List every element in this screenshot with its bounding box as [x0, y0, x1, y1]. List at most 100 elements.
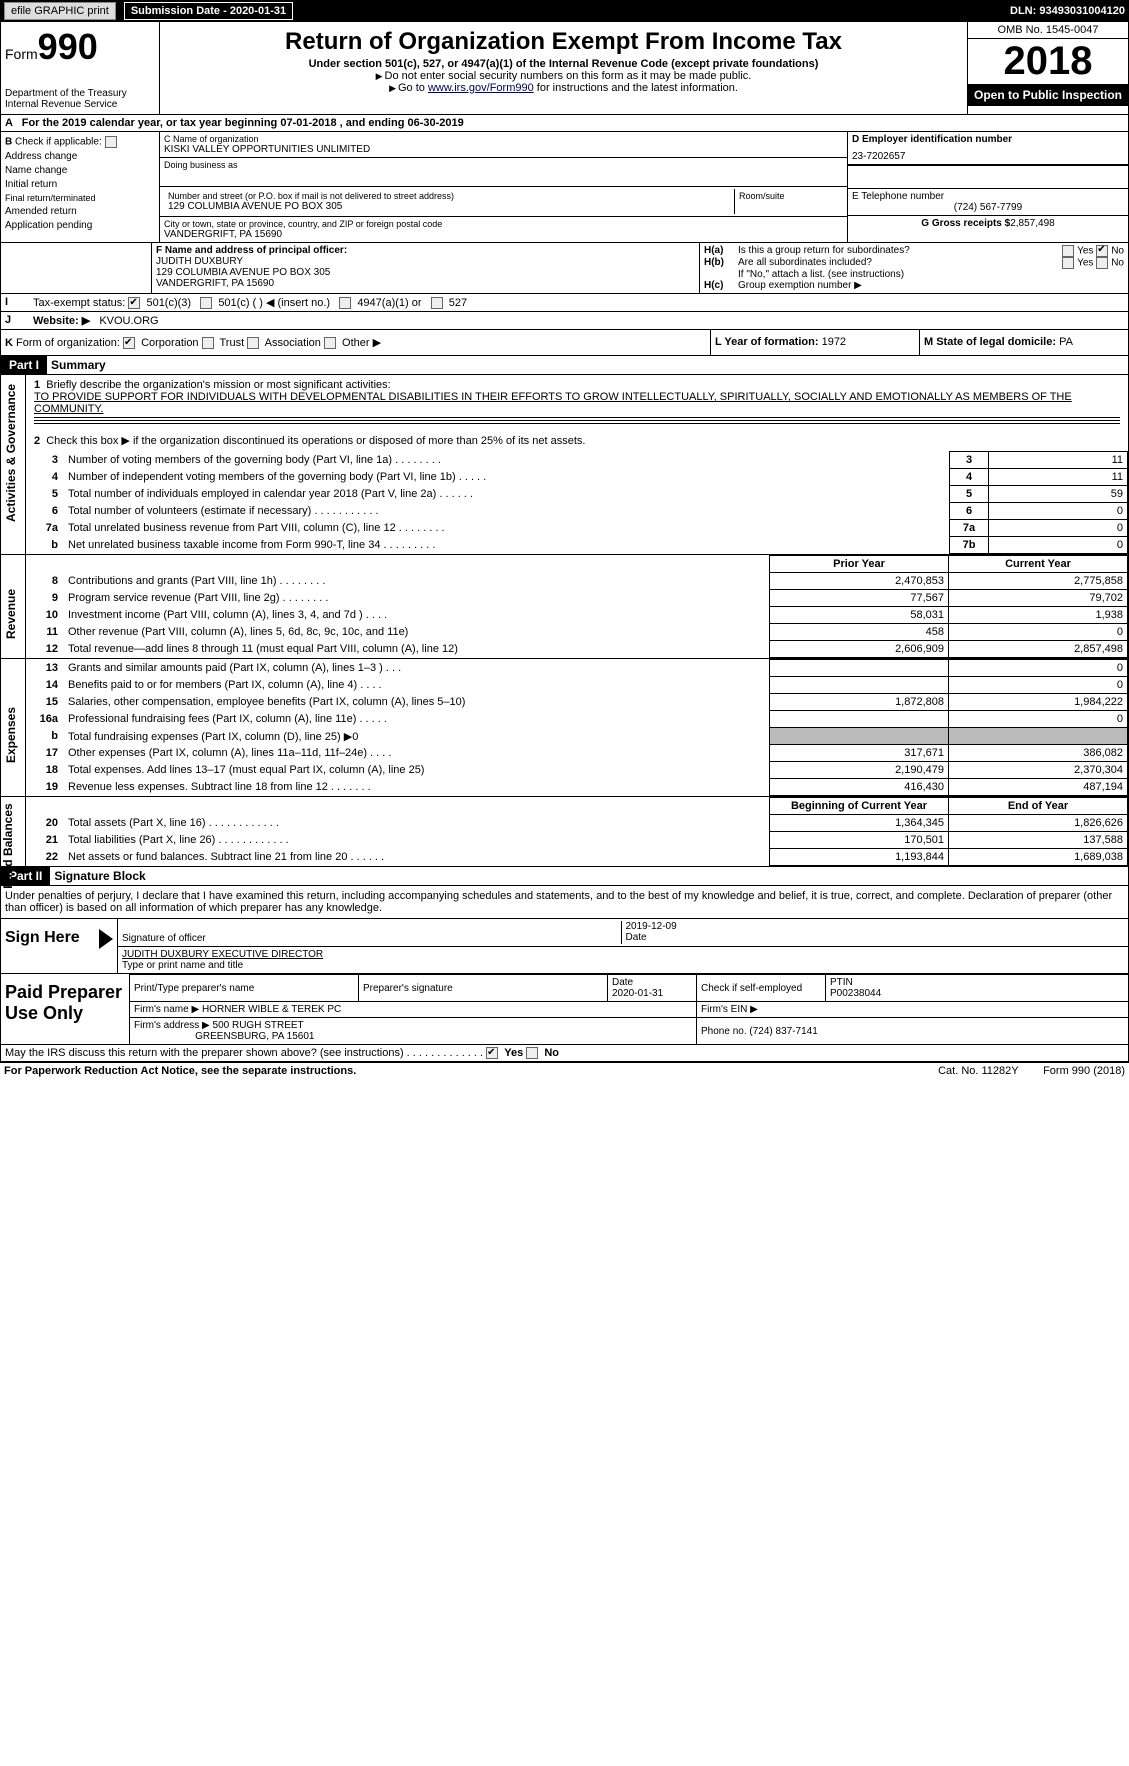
check-final: Final return/terminated: [5, 193, 155, 203]
hb-yes[interactable]: [1062, 257, 1074, 269]
org-name: KISKI VALLEY OPPORTUNITIES UNLIMITED: [164, 144, 843, 155]
expenses-section: Expenses 13Grants and similar amounts pa…: [0, 659, 1129, 797]
501c3-check[interactable]: [128, 297, 140, 309]
form-footer: Form 990 (2018): [1043, 1065, 1125, 1077]
assoc-check[interactable]: [247, 337, 259, 349]
check-initial: Initial return: [5, 179, 155, 190]
state-domicile: PA: [1059, 336, 1073, 348]
form-number: Form990: [5, 26, 155, 68]
website: KVOU.ORG: [99, 315, 158, 327]
city: VANDERGRIFT, PA 15690: [164, 229, 843, 240]
summary-table: 3Number of voting members of the governi…: [26, 451, 1128, 554]
other-check[interactable]: [324, 337, 336, 349]
section-bcd: B Check if applicable: Address change Na…: [0, 132, 1129, 243]
cat-no: Cat. No. 11282Y: [938, 1065, 1019, 1077]
trust-check[interactable]: [202, 337, 214, 349]
hb-q: Are all subordinates included?: [738, 257, 1062, 269]
sign-arrow-icon: [99, 929, 113, 949]
efile-button[interactable]: efile GRAPHIC print: [4, 2, 116, 20]
corp-check[interactable]: [123, 337, 135, 349]
check-address-change: Address change: [5, 151, 155, 162]
paid-preparer: Paid Preparer Use Only Print/Type prepar…: [0, 974, 1129, 1045]
ha-yes[interactable]: [1062, 245, 1074, 257]
firm-addr2: GREENSBURG, PA 15601: [195, 1031, 314, 1042]
part2-header: Part IISignature Block: [0, 867, 1129, 886]
signer-name: JUDITH DUXBURY EXECUTIVE DIRECTOR: [122, 949, 323, 960]
org-name-label: C Name of organization: [164, 134, 843, 144]
firm-addr1: 500 RUGH STREET: [213, 1020, 304, 1031]
footer: For Paperwork Reduction Act Notice, see …: [0, 1062, 1129, 1079]
line-j: J Website: ▶ KVOU.ORG: [0, 312, 1129, 330]
revenue-table: Prior YearCurrent Year 8Contributions an…: [26, 555, 1128, 658]
dept-treasury: Department of the Treasury Internal Reve…: [5, 88, 155, 110]
vtab-na: Net Assets or Fund Balances: [0, 796, 15, 896]
hb-note: If "No," attach a list. (see instruction…: [704, 269, 1124, 280]
sig-date: 2019-12-09: [626, 921, 677, 932]
check-amended: Amended return: [5, 206, 155, 217]
4947-check[interactable]: [339, 297, 351, 309]
ssn-note: Do not enter social security numbers on …: [164, 70, 963, 82]
501c-check[interactable]: [200, 297, 212, 309]
check-name-change: Name change: [5, 165, 155, 176]
netassets-table: Beginning of Current YearEnd of Year 20T…: [26, 797, 1128, 866]
prep-selfemp: Check if self-employed: [697, 975, 826, 1002]
irs-discuss: May the IRS discuss this return with the…: [0, 1045, 1129, 1062]
officer-label: F Name and address of principal officer:: [156, 245, 347, 256]
part1-header: Part ISummary: [0, 356, 1129, 375]
declaration: Under penalties of perjury, I declare th…: [0, 886, 1129, 919]
form-header: Form990 Department of the Treasury Inter…: [0, 22, 1129, 115]
irs-link[interactable]: www.irs.gov/Form990: [428, 82, 534, 94]
sign-here: Sign Here Signature of officer 2019-12-0…: [0, 919, 1129, 974]
prep-date: 2020-01-31: [612, 988, 663, 999]
firm-name: HORNER WIBLE & TEREK PC: [202, 1004, 341, 1015]
form-title: Return of Organization Exempt From Incom…: [164, 28, 963, 56]
irs-yes[interactable]: [486, 1047, 498, 1059]
line2-text: Check this box ▶ if the organization dis…: [46, 435, 585, 447]
mission-text: TO PROVIDE SUPPORT FOR INDIVIDUALS WITH …: [34, 391, 1072, 415]
phone-label: E Telephone number: [852, 191, 1124, 202]
sig-label: Signature of officer: [122, 933, 206, 944]
vtab-exp: Expenses: [4, 685, 18, 785]
checkbox[interactable]: [105, 136, 117, 148]
ha-q: Is this a group return for subordinates?: [738, 245, 1062, 257]
city-label: City or town, state or province, country…: [164, 219, 843, 229]
section-fh: F Name and address of principal officer:…: [0, 243, 1129, 294]
room-label: Room/suite: [735, 189, 843, 214]
firm-phone: (724) 837-7141: [749, 1026, 817, 1037]
year-formation: 1972: [822, 336, 846, 348]
line-i: I Tax-exempt status: 501(c)(3) 501(c) ( …: [0, 294, 1129, 312]
check-pending: Application pending: [5, 220, 155, 231]
instructions-link-row: Go to www.irs.gov/Form990 for instructio…: [164, 82, 963, 94]
netassets-section: Net Assets or Fund Balances Beginning of…: [0, 797, 1129, 867]
line-klm: K Form of organization: Corporation Trus…: [0, 330, 1129, 356]
officer-addr1: 129 COLUMBIA AVENUE PO BOX 305: [156, 267, 695, 278]
expenses-table: 13Grants and similar amounts paid (Part …: [26, 659, 1128, 796]
hb-no[interactable]: [1096, 257, 1108, 269]
box-c: C Name of organization KISKI VALLEY OPPO…: [160, 132, 847, 242]
vtab-ag: Activities & Governance: [4, 422, 18, 522]
box-b: B Check if applicable: Address change Na…: [1, 132, 160, 242]
ein-label: D Employer identification number: [852, 134, 1124, 145]
submission-date: Submission Date - 2020-01-31: [124, 2, 293, 20]
phone: (724) 567-7799: [852, 202, 1124, 213]
irs-no[interactable]: [526, 1047, 538, 1059]
527-check[interactable]: [431, 297, 443, 309]
addr-label: Number and street (or P.O. box if mail i…: [168, 191, 730, 201]
line-a: A For the 2019 calendar year, or tax yea…: [0, 115, 1129, 132]
vtab-rev: Revenue: [4, 564, 18, 664]
mission-label: Briefly describe the organization's miss…: [46, 379, 390, 391]
prep-sig-label: Preparer's signature: [359, 975, 608, 1002]
open-public: Open to Public Inspection: [968, 84, 1128, 106]
top-bar: efile GRAPHIC print Submission Date - 20…: [0, 0, 1129, 22]
ha-no[interactable]: [1096, 245, 1108, 257]
officer-name: JUDITH DUXBURY: [156, 256, 695, 267]
omb-number: OMB No. 1545-0047: [968, 22, 1128, 39]
prep-print-label: Print/Type preparer's name: [130, 975, 359, 1002]
dba-label: Doing business as: [164, 160, 843, 170]
addr: 129 COLUMBIA AVENUE PO BOX 305: [168, 201, 730, 212]
revenue-section: Revenue Prior YearCurrent Year 8Contribu…: [0, 555, 1129, 659]
box-d: D Employer identification number 23-7202…: [847, 132, 1128, 242]
prep-ptin: P00238044: [830, 988, 881, 999]
paperwork-notice: For Paperwork Reduction Act Notice, see …: [4, 1065, 356, 1077]
hc-q: Group exemption number ▶: [738, 280, 1124, 291]
